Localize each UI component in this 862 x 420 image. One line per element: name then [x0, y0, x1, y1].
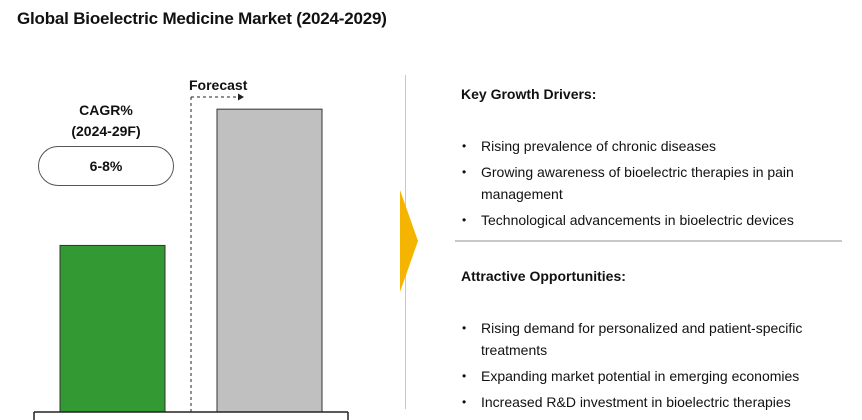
- cagr-label-line2: (2024-29F): [71, 123, 141, 139]
- list-item: • Growing awareness of bioelectric therap…: [461, 161, 851, 205]
- list-item-text: Rising prevalence of chronic diseases: [481, 138, 717, 154]
- bars-layer: [59, 108, 323, 413]
- opportunities-list: • Rising demand for personalized and pati…: [461, 317, 851, 413]
- bullet-icon: •: [462, 369, 467, 383]
- bar-2024: [59, 244, 166, 413]
- growth-drivers-panel: Key Growth Drivers: • Rising prevalence o…: [461, 86, 851, 235]
- growth-drivers-list: • Rising prevalence of chronic diseases •…: [461, 135, 851, 231]
- opportunities-panel: Attractive Opportunities: • Rising demand…: [461, 268, 851, 417]
- opportunities-heading: Attractive Opportunities:: [461, 268, 626, 284]
- list-item-text: Increased R&D investment in bioelectric …: [481, 394, 791, 410]
- forecast-arrowhead: [238, 93, 244, 101]
- bar-2029f: [216, 108, 323, 413]
- bullet-icon: •: [462, 395, 467, 409]
- list-item-text: Expanding market potential in emerging e…: [481, 368, 800, 384]
- growth-drivers-heading: Key Growth Drivers:: [461, 86, 597, 102]
- list-item-text: Technological advancements in bioelectri…: [481, 212, 794, 228]
- cagr-label: CAGR% (2024-29F): [56, 100, 156, 142]
- right-arrow-icon: [400, 190, 418, 292]
- section-separator: [455, 240, 842, 242]
- forecast-label: Forecast: [189, 77, 248, 93]
- market-bar-chart: [33, 93, 349, 420]
- list-item: • Increased R&D investment in bioelectric…: [461, 391, 851, 413]
- list-item: • Technological advancements in bioelectr…: [461, 209, 851, 231]
- list-item: • Expanding market potential in emerging …: [461, 365, 851, 387]
- cagr-label-line1: CAGR%: [79, 102, 133, 118]
- bullet-icon: •: [462, 321, 467, 335]
- page-title: Global Bioelectric Medicine Market (2024…: [17, 9, 387, 28]
- list-item-text: Growing awareness of bioelectric therapi…: [481, 164, 794, 202]
- cagr-value: 6-8%: [89, 158, 123, 174]
- cagr-value-badge: 6-8%: [38, 146, 174, 186]
- bullet-icon: •: [462, 139, 467, 153]
- list-item-text: Rising demand for personalized and patie…: [481, 320, 803, 358]
- list-item: • Rising prevalence of chronic diseases: [461, 135, 851, 157]
- list-item: • Rising demand for personalized and pati…: [461, 317, 851, 361]
- bullet-icon: •: [462, 213, 467, 227]
- bullet-icon: •: [462, 165, 467, 179]
